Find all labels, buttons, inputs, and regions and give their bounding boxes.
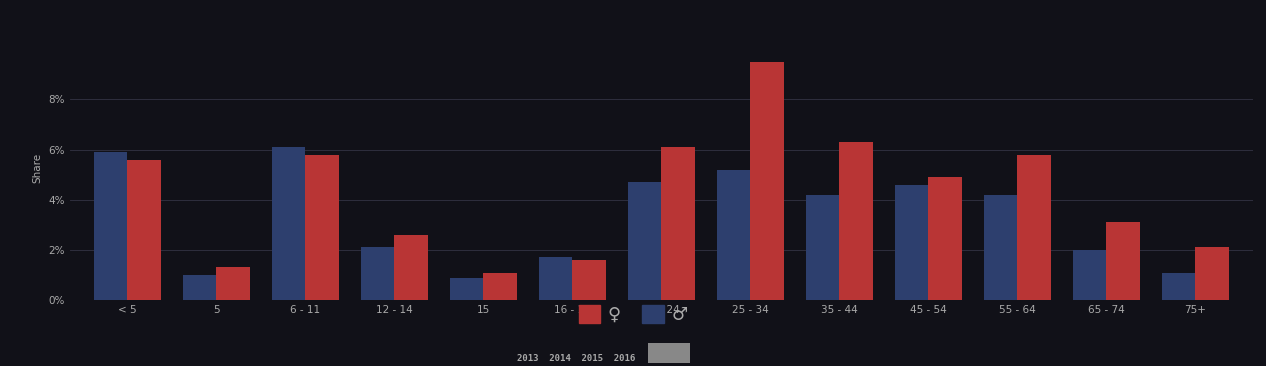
Text: 2013  2014  2015  2016: 2013 2014 2015 2016 [517, 354, 636, 362]
Bar [751, 62, 785, 300]
Y-axis label: Share: Share [33, 153, 43, 183]
Bar [1195, 247, 1229, 300]
Bar [216, 268, 251, 300]
Bar [361, 247, 395, 300]
Bar [128, 160, 161, 300]
Bar [449, 277, 484, 300]
Bar [94, 152, 128, 300]
Bar [182, 275, 216, 300]
Bar [628, 182, 661, 300]
Bar [661, 147, 695, 300]
Bar [395, 235, 428, 300]
Bar [1162, 273, 1195, 300]
Bar [484, 273, 518, 300]
Bar [272, 147, 305, 300]
Bar [538, 257, 572, 300]
Bar [895, 185, 928, 300]
Bar [1106, 222, 1141, 300]
Bar [1072, 250, 1106, 300]
Bar [839, 142, 874, 300]
Bar [1018, 154, 1051, 300]
Bar [805, 195, 839, 300]
Bar [305, 154, 339, 300]
Bar [572, 260, 606, 300]
Bar [928, 177, 962, 300]
Bar [984, 195, 1018, 300]
Bar [717, 169, 751, 300]
Legend: ♀, ♂: ♀, ♂ [571, 298, 695, 331]
